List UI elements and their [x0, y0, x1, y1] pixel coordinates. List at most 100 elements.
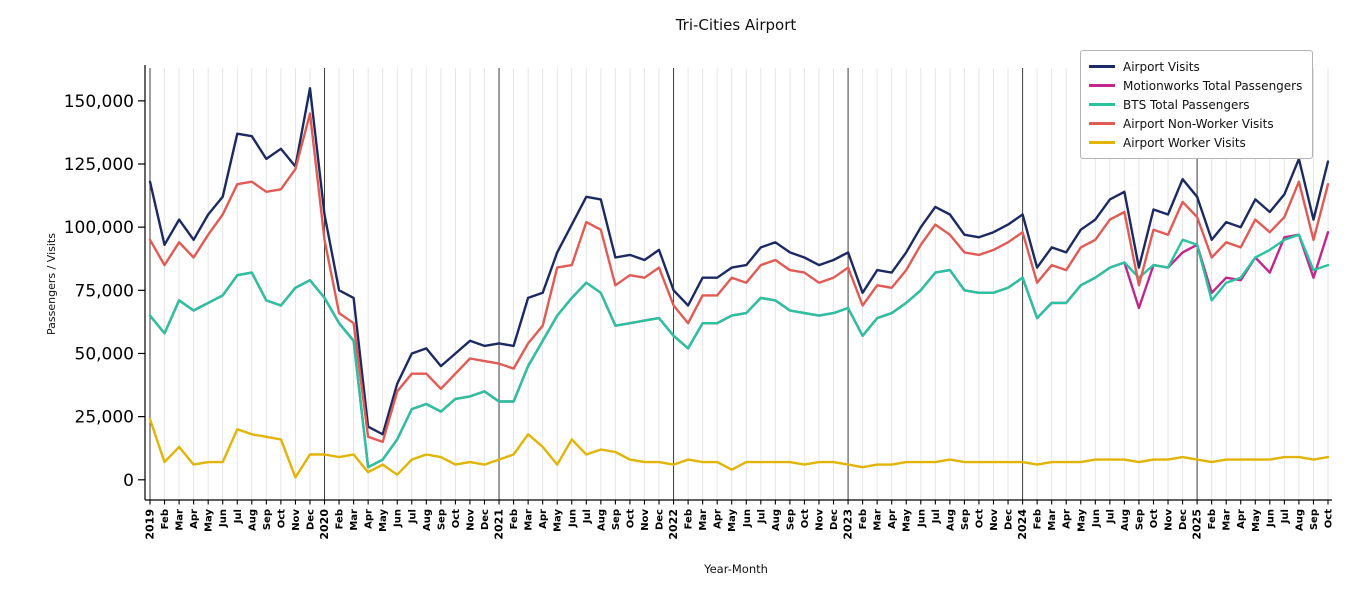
x-tick-label-month: Dec	[1004, 509, 1015, 530]
x-tick-label-year: 2021	[493, 509, 506, 540]
x-tick-label-month: May	[204, 509, 215, 532]
x-tick-label-month: Mar	[175, 509, 186, 531]
x-tick-label-month: Mar	[524, 509, 535, 531]
x-tick-label-month: Mar	[873, 509, 884, 531]
x-tick-label-month: May	[727, 509, 738, 532]
legend-label: Motionworks Total Passengers	[1123, 78, 1303, 93]
y-axis-label: Passengers / Visits	[45, 233, 58, 335]
x-tick-label-month: Sep	[262, 509, 273, 530]
legend-swatch	[1089, 103, 1115, 106]
x-tick-label-month: Apr	[1236, 509, 1247, 529]
x-tick-label-month: Apr	[189, 509, 200, 529]
x-tick-label-month: Nov	[1164, 509, 1175, 531]
y-tick-label: 0	[123, 471, 134, 491]
series-line-airport-non-worker-visits	[148, 112, 1330, 444]
x-tick-label-month: Aug	[422, 509, 433, 531]
legend-label: Airport Non-Worker Visits	[1123, 116, 1274, 131]
x-tick-label-month: Jul	[582, 509, 593, 524]
x-tick-label-year: 2025	[1191, 509, 1204, 540]
x-tick-label-month: Jul	[407, 509, 418, 524]
x-tick-label-month: Sep	[436, 509, 447, 530]
x-tick-label-month: Sep	[1309, 509, 1320, 530]
x-tick-label-month: Jul	[1105, 509, 1116, 524]
x-tick-label-month: Dec	[305, 509, 316, 530]
x-tick-label-month: Jul	[233, 509, 244, 524]
x-tick-label-month: May	[902, 509, 913, 532]
x-tick-label-month: Aug	[771, 509, 782, 531]
y-tick-label: 75,000	[75, 281, 134, 301]
x-tick-label-month: Oct	[974, 509, 985, 528]
legend-item: Airport Visits	[1089, 57, 1302, 76]
x-tick-label-month: Sep	[785, 509, 796, 530]
x-axis-label: Year-Month	[703, 562, 768, 576]
x-tick-label-month: Jun	[218, 509, 229, 528]
x-tick-label-month: Dec	[829, 509, 840, 530]
y-tick-label: 125,000	[64, 155, 134, 175]
series-line-airport-worker-visits	[148, 418, 1330, 479]
x-tick-label-month: May	[1251, 509, 1262, 532]
x-tick-label-month: Feb	[858, 509, 869, 529]
x-tick-label-month: Feb	[509, 509, 520, 529]
legend-swatch	[1089, 141, 1115, 144]
x-tick-label-month: Nov	[989, 509, 1000, 531]
x-tick-label-month: May	[553, 509, 564, 532]
x-tick-label-month: Oct	[451, 509, 462, 528]
x-tick-label-month: Nov	[814, 509, 825, 531]
x-tick-label-month: Jul	[1280, 509, 1291, 524]
x-tick-label-month: Aug	[596, 509, 607, 531]
x-tick-label-month: Oct	[1149, 509, 1160, 528]
x-tick-label-month: Nov	[291, 509, 302, 531]
x-tick-label-month: Nov	[465, 509, 476, 531]
legend-label: BTS Total Passengers	[1123, 97, 1250, 112]
series-line-airport-visits	[148, 86, 1330, 436]
x-tick-label-month: Mar	[1047, 509, 1058, 531]
x-tick-label-month: Dec	[1178, 509, 1189, 530]
x-tick-label-month: Oct	[800, 509, 811, 528]
x-tick-label-month: Jun	[1091, 509, 1102, 528]
x-tick-label-month: Aug	[1294, 509, 1305, 531]
x-tick-label-month: Apr	[538, 509, 549, 529]
x-tick-label-month: May	[378, 509, 389, 532]
legend: Airport Visits Motionworks Total Passenge…	[1080, 50, 1314, 159]
y-tick-label: 150,000	[64, 92, 134, 112]
x-tick-label-month: Apr	[713, 509, 724, 529]
x-tick-label-month: Dec	[480, 509, 491, 530]
series-lines	[148, 86, 1330, 479]
x-tick-label-year: 2022	[667, 509, 680, 540]
x-tick-label-month: Oct	[625, 509, 636, 528]
x-tick-label-month: Dec	[655, 509, 666, 530]
x-tick-label-month: Jul	[931, 509, 942, 524]
x-tick-label-month: Feb	[1033, 509, 1044, 529]
x-tick-label-year: 2020	[318, 509, 331, 540]
x-tick-label-month: Jun	[916, 509, 927, 528]
legend-item: Airport Non-Worker Visits	[1089, 114, 1302, 133]
x-tick-label-month: Feb	[335, 509, 346, 529]
x-tick-label-month: Aug	[945, 509, 956, 531]
legend-swatch	[1089, 122, 1115, 125]
series-line-bts-total-passengers	[148, 233, 1330, 469]
x-tick-label-month: Apr	[887, 509, 898, 529]
x-tick-label-month: Apr	[364, 509, 375, 529]
x-tick-label-month: Jun	[393, 509, 404, 528]
x-tick-label-year: 2024	[1016, 509, 1029, 540]
x-tick-label-month: Jun	[742, 509, 753, 528]
y-tick-label: 50,000	[75, 344, 134, 364]
legend-item: Motionworks Total Passengers	[1089, 76, 1302, 95]
x-tick-label-month: Aug	[1120, 509, 1131, 531]
x-tick-label-month: Mar	[349, 509, 360, 531]
x-tick-label-month: Jun	[567, 509, 578, 528]
y-tick-label: 100,000	[64, 218, 134, 238]
x-tick-label-month: Sep	[960, 509, 971, 530]
x-tick-label-month: Sep	[1134, 509, 1145, 530]
legend-swatch	[1089, 84, 1115, 87]
legend-item: BTS Total Passengers	[1089, 95, 1302, 114]
legend-swatch	[1089, 65, 1115, 68]
x-tick-label-month: May	[1076, 509, 1087, 532]
x-tick-label-month: Mar	[1222, 509, 1233, 531]
x-tick-label-month: Mar	[698, 509, 709, 531]
x-tick-label-month: Feb	[1207, 509, 1218, 529]
x-tick-label-month: Oct	[276, 509, 287, 528]
x-tick-label-month: Feb	[160, 509, 171, 529]
